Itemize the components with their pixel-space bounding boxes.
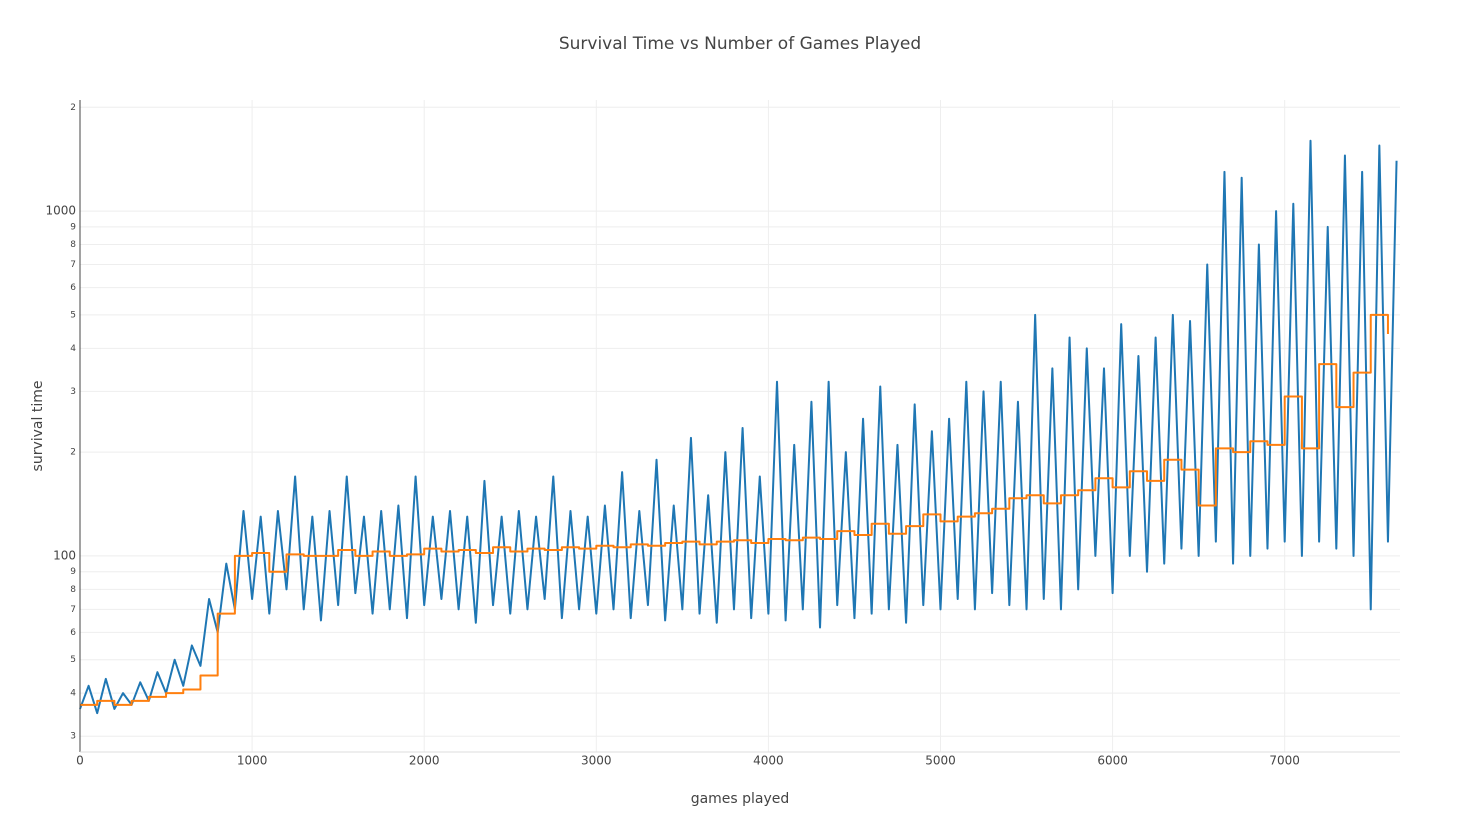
y-tick-label: 5 bbox=[70, 655, 76, 665]
y-tick-label: 2 bbox=[70, 103, 76, 113]
x-tick-label: 5000 bbox=[925, 754, 956, 768]
x-tick-label: 4000 bbox=[753, 754, 784, 768]
y-tick-label: 2 bbox=[70, 448, 76, 458]
y-tick-label: 8 bbox=[70, 240, 76, 250]
x-tick-label: 0 bbox=[76, 754, 84, 768]
x-tick-label: 1000 bbox=[237, 754, 268, 768]
y-tick-label: 6 bbox=[70, 628, 76, 638]
y-tick-label: 3 bbox=[70, 387, 76, 397]
y-tick-label: 8 bbox=[70, 585, 76, 595]
y-tick-label: 9 bbox=[70, 222, 76, 232]
y-tick-label: 1000 bbox=[45, 204, 76, 218]
y-tick-label: 4 bbox=[70, 689, 76, 699]
y-tick-label: 9 bbox=[70, 567, 76, 577]
y-tick-label: 7 bbox=[70, 260, 76, 270]
data-line bbox=[80, 313, 1389, 706]
plot-area bbox=[79, 139, 1398, 715]
y-tick-label: 100 bbox=[53, 548, 76, 562]
y-tick-label: 4 bbox=[70, 344, 76, 354]
y-tick-label: 6 bbox=[70, 283, 76, 293]
chart-title: Survival Time vs Number of Games Played bbox=[559, 34, 921, 54]
y-tick-label: 3 bbox=[70, 732, 76, 742]
grid bbox=[79, 100, 1400, 752]
y-axis-label: survival time bbox=[30, 381, 46, 472]
x-tick-label: 7000 bbox=[1269, 754, 1300, 768]
x-tick-label: 3000 bbox=[581, 754, 612, 768]
x-tick-label: 6000 bbox=[1097, 754, 1128, 768]
y-tick-label: 5 bbox=[70, 310, 76, 320]
x-tick-label: 2000 bbox=[409, 754, 440, 768]
y-tick-label: 7 bbox=[70, 605, 76, 615]
data-line bbox=[79, 139, 1398, 715]
x-axis-label: games played bbox=[691, 791, 790, 807]
